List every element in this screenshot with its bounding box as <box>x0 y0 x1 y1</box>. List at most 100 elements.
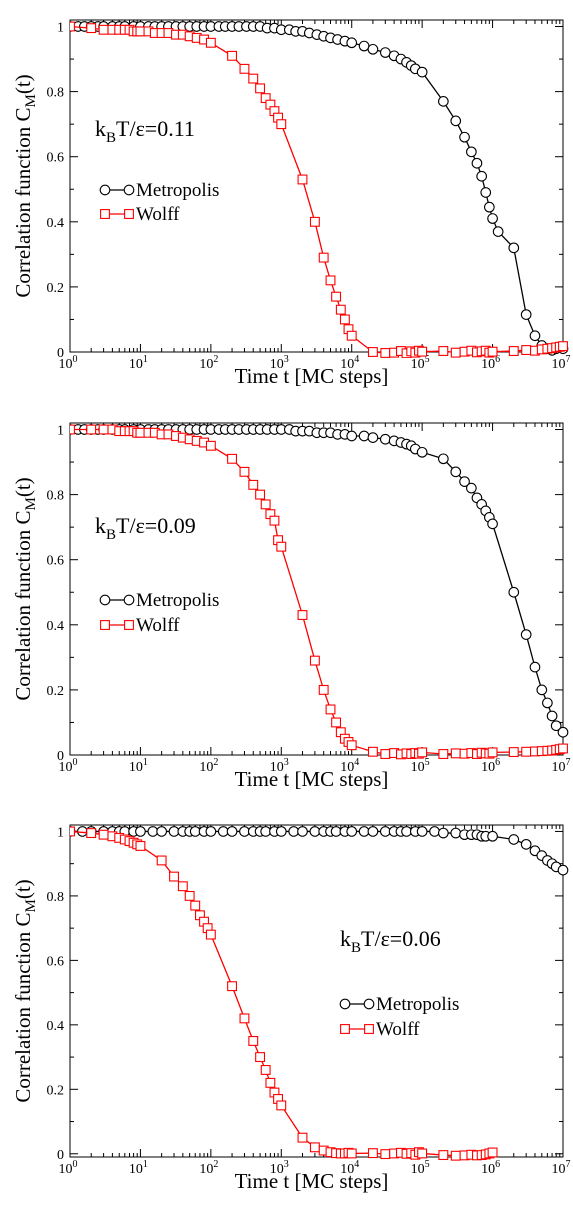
x-tick-label: 102 <box>199 757 218 775</box>
wolff-point <box>297 174 308 185</box>
legend-marker-wolff <box>340 1024 350 1034</box>
wolff-point <box>309 655 320 666</box>
x-tick-label: 101 <box>129 1159 148 1177</box>
metropolis-point <box>358 826 370 837</box>
metropolis-point <box>205 826 217 837</box>
metropolis-point <box>358 430 370 442</box>
x-tick-label: 107 <box>552 354 571 372</box>
metropolis-point <box>492 226 504 237</box>
legend-label-wolff: Wolff <box>136 615 180 636</box>
y-tick-label: 0.2 <box>47 684 65 699</box>
x-tick-label: 104 <box>340 757 359 775</box>
metropolis-point <box>367 43 379 55</box>
legend: Metropolis Wolff <box>99 590 219 636</box>
y-axis-title: Correlation function CM(t) <box>11 879 39 1102</box>
wolff-point <box>487 747 498 758</box>
y-tick-label: 0.2 <box>47 281 65 296</box>
plot-frame <box>69 824 564 1158</box>
metropolis-point <box>508 242 520 254</box>
metropolis-point <box>487 518 498 530</box>
wolff-point <box>260 499 271 510</box>
metropolis-point <box>487 830 498 842</box>
metropolis-point <box>529 330 541 342</box>
metropolis-point <box>189 826 201 837</box>
wolff-point <box>367 746 378 757</box>
metropolis-point <box>437 96 449 107</box>
y-tick-label: 1 <box>57 825 64 840</box>
wolff-point <box>70 424 75 435</box>
wolff-point <box>521 746 532 757</box>
metropolis-point <box>546 710 558 722</box>
wolff-point <box>70 826 75 837</box>
x-tick-label: 100 <box>59 1159 78 1177</box>
wolff-point <box>450 1150 461 1161</box>
metropolis-point <box>466 482 477 494</box>
wolff-point <box>438 346 449 356</box>
metropolis-point <box>217 826 229 837</box>
metropolis-point <box>401 826 412 837</box>
metropolis-point <box>476 170 488 182</box>
metropolis-point <box>330 826 342 837</box>
wolff-point <box>309 1142 320 1153</box>
metropolis-point <box>309 826 321 837</box>
x-tick-label: 106 <box>481 1159 500 1177</box>
wolff-point <box>325 275 336 286</box>
y-tick-label: 0.6 <box>47 954 65 969</box>
y-tick-label: 0.8 <box>47 489 65 504</box>
x-tick-label: 106 <box>481 757 500 775</box>
metropolis-point <box>466 146 477 158</box>
wolff-point <box>98 24 109 35</box>
legend-marker-metropolis <box>123 594 135 606</box>
wolff-point <box>205 440 216 451</box>
y-tick-label: 1 <box>57 424 64 439</box>
wolff-point <box>297 610 308 620</box>
wolff-point <box>177 881 188 892</box>
x-tick-label: 100 <box>59 757 78 775</box>
wolff-point <box>438 1150 449 1161</box>
wolff-point <box>135 841 146 851</box>
metropolis-point <box>450 466 462 478</box>
x-tick-label: 101 <box>129 354 148 372</box>
temperature-annotation: kBT/ε=0.06 <box>340 926 441 956</box>
temperature-annotation: kBT/ε=0.09 <box>95 513 196 543</box>
legend-label-wolff: Wolff <box>136 204 180 225</box>
metropolis-point <box>147 826 159 837</box>
wolff-point <box>276 1100 287 1111</box>
wolff-point <box>417 747 428 758</box>
x-tick-label: 102 <box>199 1159 218 1177</box>
metropolis-point <box>156 826 167 837</box>
metropolis-point <box>429 826 440 837</box>
y-tick-label: 0.4 <box>47 216 65 231</box>
legend: Metropolis Wolff <box>339 994 459 1040</box>
metropolis-point <box>437 827 449 839</box>
metropolis-point <box>358 40 370 52</box>
wolff-point <box>367 1148 378 1159</box>
x-tick-label: 100 <box>59 354 78 372</box>
metropolis-point <box>529 661 541 673</box>
plot-frame <box>69 19 564 353</box>
y-tick-label: 0.4 <box>47 619 65 634</box>
wolff-point <box>239 1013 250 1024</box>
plot-area <box>70 21 569 358</box>
metropolis-point <box>483 201 495 213</box>
x-axis-title: Time t [MC steps] <box>235 1169 389 1193</box>
wolff-point <box>318 684 329 695</box>
wolff-point <box>380 1149 391 1160</box>
wolff-point <box>269 515 280 526</box>
wolff-point <box>239 63 250 74</box>
metropolis-point <box>379 826 391 837</box>
metropolis-point <box>557 726 569 738</box>
wolff-point <box>450 347 461 358</box>
metropolis-point <box>297 826 308 837</box>
wolff-point <box>309 216 320 227</box>
metropolis-point <box>168 826 180 837</box>
y-tick-label: 0.8 <box>47 890 65 905</box>
metropolis-point <box>275 826 287 837</box>
metropolis-point <box>416 446 428 458</box>
legend-marker-wolff <box>100 209 110 219</box>
y-tick-label: 0.4 <box>47 1019 65 1034</box>
metropolis-line <box>70 428 564 733</box>
wolff-point <box>346 330 357 341</box>
wolff-point <box>380 348 391 358</box>
metropolis-point <box>379 433 391 445</box>
